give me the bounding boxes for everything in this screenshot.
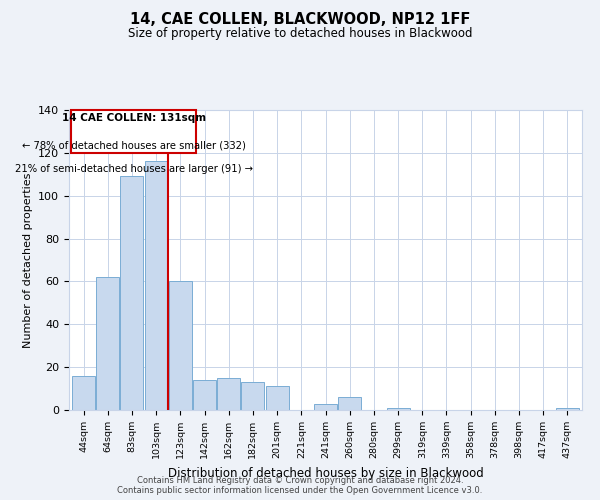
Bar: [217, 378, 240, 410]
Text: Contains HM Land Registry data © Crown copyright and database right 2024.: Contains HM Land Registry data © Crown c…: [137, 476, 463, 485]
X-axis label: Distribution of detached houses by size in Blackwood: Distribution of detached houses by size …: [167, 466, 484, 479]
Bar: [96, 277, 119, 410]
Bar: [72, 376, 95, 410]
Text: 21% of semi-detached houses are larger (91) →: 21% of semi-detached houses are larger (…: [15, 164, 253, 174]
Text: 14, CAE COLLEN, BLACKWOOD, NP12 1FF: 14, CAE COLLEN, BLACKWOOD, NP12 1FF: [130, 12, 470, 28]
Bar: [314, 404, 337, 410]
Text: ← 78% of detached houses are smaller (332): ← 78% of detached houses are smaller (33…: [22, 140, 245, 150]
Bar: [145, 162, 167, 410]
Text: 14 CAE COLLEN: 131sqm: 14 CAE COLLEN: 131sqm: [62, 113, 206, 123]
Bar: [241, 382, 265, 410]
Y-axis label: Number of detached properties: Number of detached properties: [23, 172, 32, 348]
Bar: [121, 176, 143, 410]
Text: Size of property relative to detached houses in Blackwood: Size of property relative to detached ho…: [128, 28, 472, 40]
Text: Contains public sector information licensed under the Open Government Licence v3: Contains public sector information licen…: [118, 486, 482, 495]
Bar: [193, 380, 216, 410]
Bar: [386, 408, 410, 410]
Bar: [338, 397, 361, 410]
Bar: [169, 282, 192, 410]
FancyBboxPatch shape: [71, 110, 196, 153]
Bar: [556, 408, 579, 410]
Bar: [266, 386, 289, 410]
